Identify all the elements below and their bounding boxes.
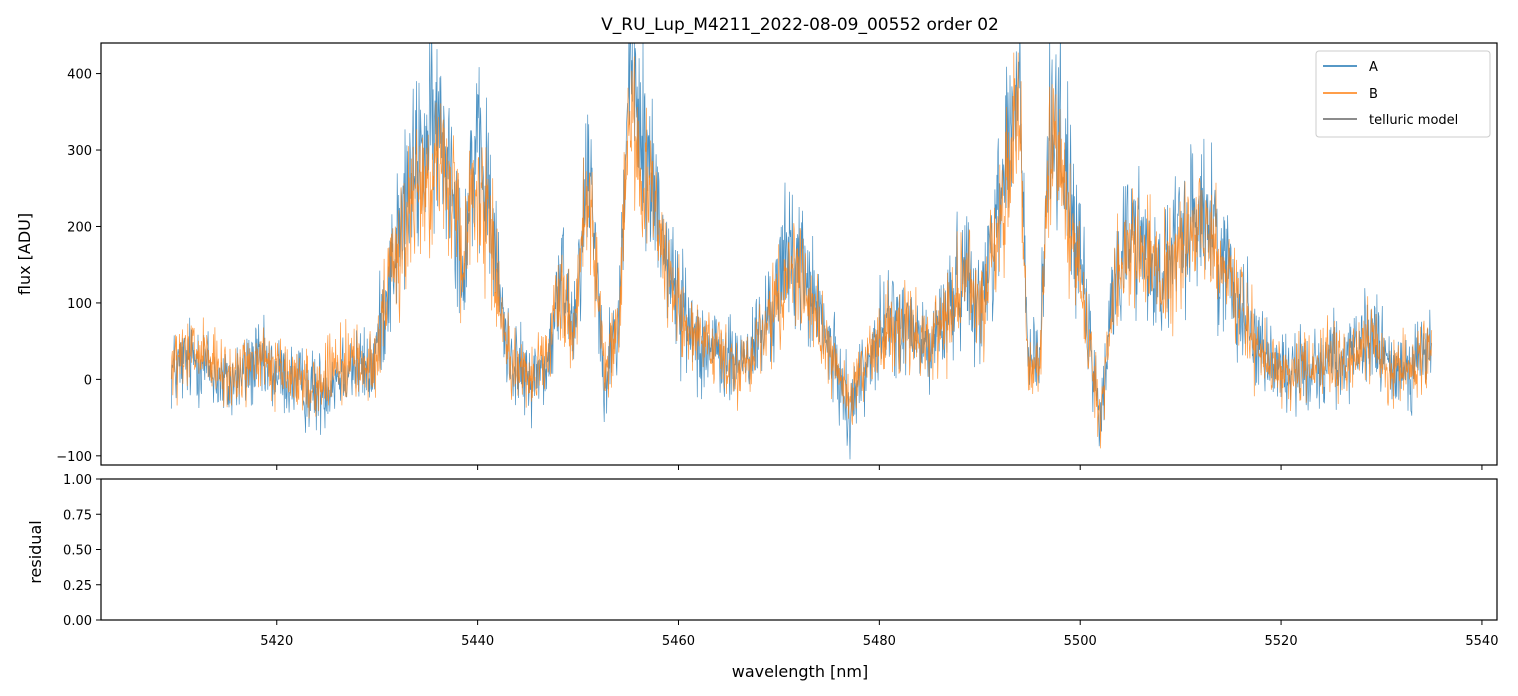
- flux-y-ticks: −100 0 100 200 300 400: [56, 68, 101, 465]
- residual-y-tick-label: 0.25: [63, 579, 92, 594]
- legend-label-a: A: [1369, 60, 1378, 75]
- series-a-line: [170, 43, 1433, 460]
- residual-x-tick-label: 5480: [863, 634, 896, 649]
- legend-box: [1315, 50, 1491, 138]
- residual-x-ticks: 5420 5440 5460 5480 5500 5520 5540: [260, 620, 1498, 649]
- residual-y-tick-label: 0.50: [63, 544, 92, 559]
- flux-series-group: [170, 43, 1433, 460]
- flux-y-tick-label: 300: [67, 144, 92, 159]
- residual-y-tick-label: 0.00: [63, 614, 92, 629]
- residual-panel-frame: [100, 478, 1498, 621]
- flux-x-ticks: [276, 465, 1483, 470]
- flux-y-axis-label: flux [ADU]: [15, 213, 34, 295]
- legend-label-telluric: telluric model: [1369, 113, 1458, 128]
- residual-x-tick-label: 5500: [1064, 634, 1097, 649]
- residual-panel: 0.00 0.25 0.50 0.75 1.00 5420 5440 5460 5480 550…: [26, 473, 1498, 681]
- chart-title: V_RU_Lup_M4211_2022-08-09_00552 order 02: [601, 15, 999, 35]
- flux-y-tick-label: 400: [67, 68, 92, 83]
- legend-label-b: B: [1369, 87, 1378, 102]
- residual-x-tick-label: 5540: [1465, 634, 1498, 649]
- residual-y-axis-label: residual: [26, 520, 45, 583]
- legend: A B telluric model: [1315, 50, 1491, 138]
- residual-y-tick-label: 0.75: [63, 508, 92, 523]
- residual-y-tick-label: 1.00: [63, 473, 92, 488]
- residual-x-tick-label: 5520: [1265, 634, 1298, 649]
- flux-panel: −100 0 100 200 300 400 flux [ADU] A B telluri…: [15, 42, 1498, 470]
- flux-panel-frame: [100, 42, 1498, 466]
- residual-x-tick-label: 5460: [662, 634, 695, 649]
- flux-y-tick-label: 0: [84, 373, 92, 388]
- flux-y-tick-label: 100: [67, 297, 92, 312]
- residual-x-tick-label: 5440: [461, 634, 494, 649]
- x-axis-label: wavelength [nm]: [732, 662, 869, 681]
- residual-y-ticks: 0.00 0.25 0.50 0.75 1.00: [63, 473, 101, 629]
- series-b-line: [170, 52, 1433, 449]
- flux-y-tick-label: 200: [67, 220, 92, 235]
- flux-y-tick-label: −100: [56, 450, 92, 465]
- residual-x-tick-label: 5420: [260, 634, 293, 649]
